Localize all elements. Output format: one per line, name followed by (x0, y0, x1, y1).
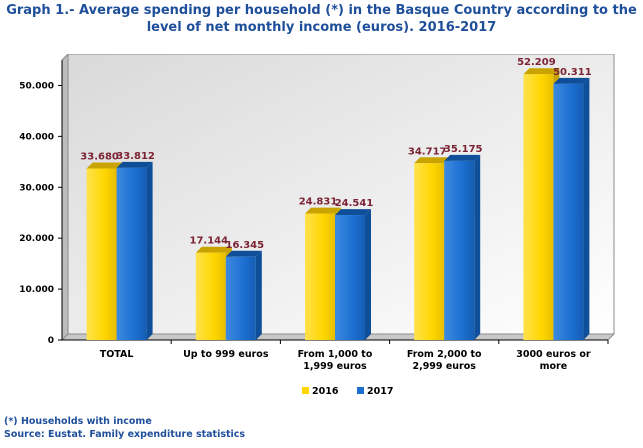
bar-top-2016 (305, 207, 341, 214)
data-label-2016: 17.144 (190, 236, 229, 247)
bar-top-2016 (195, 246, 232, 253)
y-tick-label: 30.000 (19, 183, 54, 193)
bar-top-2017 (553, 77, 590, 84)
legend-swatch-2016 (302, 387, 309, 394)
bar-top-2016 (86, 162, 123, 169)
bar-side-2017 (583, 77, 590, 340)
bar-2017 (444, 160, 475, 340)
category-label: 2,999 euros (412, 361, 476, 372)
plot-side-wall (61, 54, 69, 342)
y-tick-label: 50.000 (19, 81, 54, 91)
y-tick-label: 0 (48, 336, 54, 346)
footnote: (*) Households with income (4, 416, 152, 427)
data-label-2017: 16.345 (226, 240, 265, 251)
chart-title-line1: Graph 1.- Average spending per household… (6, 3, 637, 18)
bar-top-2017 (335, 209, 371, 216)
data-label-2016: 34.717 (408, 146, 447, 157)
bar-2017 (553, 83, 584, 340)
category-label: From 2,000 to (407, 349, 482, 360)
bar-2017 (335, 215, 365, 340)
bar-2016 (523, 74, 554, 340)
category-label: Up to 999 euros (183, 349, 269, 360)
legend-label-2016: 2016 (312, 386, 339, 397)
bar-side-2017 (365, 209, 371, 340)
bar-2016 (414, 163, 445, 340)
category-label: 1,999 euros (303, 361, 367, 372)
bar-side-2017 (255, 250, 262, 340)
y-tick-label: 40.000 (19, 132, 54, 142)
category-label: more (540, 361, 568, 372)
data-label-2017: 33.812 (116, 151, 155, 162)
y-tick-label: 20.000 (19, 234, 54, 244)
source-note: Source: Eustat. Family expenditure stati… (4, 429, 246, 440)
y-tick-label: 10.000 (19, 285, 54, 295)
bar-top-2017 (444, 154, 481, 161)
category-label: 3000 euros or (516, 349, 591, 360)
data-label-2016: 33.680 (80, 152, 119, 163)
category-label: From 1,000 to (298, 349, 373, 360)
bar-2016 (305, 213, 335, 340)
bar-2016 (86, 168, 117, 340)
data-label-2017: 35.175 (444, 144, 483, 155)
legend-swatch-2017 (357, 387, 364, 394)
data-label-2016: 24.831 (299, 197, 338, 208)
chart-area: 0 10.000 20.000 30.000 40.000 50.000 33.680 33.… (0, 54, 643, 414)
bar-side-2017 (146, 161, 153, 340)
bar-top-2016 (523, 68, 560, 75)
bar-2017 (116, 167, 147, 340)
bar-top-2016 (414, 157, 451, 164)
bar-2017 (225, 256, 256, 340)
bar-chart: 0 10.000 20.000 30.000 40.000 50.000 33.68033.… (19, 54, 616, 397)
bar-top-2017 (116, 161, 153, 168)
data-label-2017: 24.541 (335, 198, 374, 209)
bar-side-2017 (474, 154, 481, 340)
legend-label-2017: 2017 (367, 386, 393, 397)
category-label: TOTAL (100, 349, 134, 360)
data-label-2017: 50.311 (553, 67, 592, 78)
bar-top-2017 (225, 250, 262, 257)
bar-2016 (195, 252, 226, 340)
chart-title-line2: level of net monthly income (euros). 201… (146, 20, 497, 35)
data-label-2016: 52.209 (517, 57, 556, 68)
chart-title: Graph 1.- Average spending per household… (0, 2, 643, 36)
